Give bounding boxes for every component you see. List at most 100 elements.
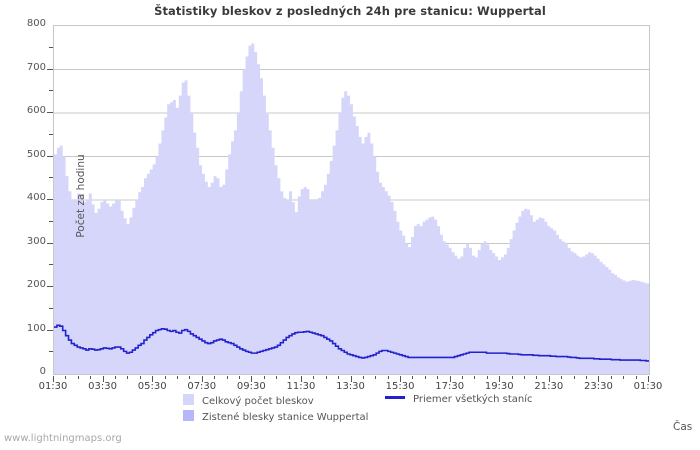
x-axis-minor-tick [114, 376, 116, 379]
x-axis-tick [400, 376, 402, 382]
x-axis-minor-tick [226, 376, 228, 379]
series-line-average [54, 324, 649, 362]
x-axis-tick-label: 23:30 [583, 381, 613, 392]
y-axis-minor-tick [49, 133, 53, 135]
x-axis-minor-tick [635, 376, 637, 379]
legend-label: Zistené blesky stanice Wuppertal [202, 412, 369, 423]
x-axis-tick [53, 376, 54, 382]
legend-item[interactable]: Zistené blesky stanice Wuppertal [183, 410, 368, 423]
x-axis-tick-label: 01:30 [633, 381, 663, 392]
legend-item[interactable]: Priemer všetkých staníc [385, 394, 533, 405]
x-axis-minor-tick [511, 376, 513, 379]
x-axis-tick [102, 376, 104, 382]
y-axis-tick [47, 286, 53, 287]
legend-label: Priemer všetkých staníc [413, 394, 533, 405]
x-axis-tick [499, 376, 501, 382]
x-axis-tick [201, 376, 203, 382]
x-axis-minor-tick [313, 376, 315, 379]
y-axis-tick-label: 500 [26, 148, 46, 160]
x-axis-title: Čas [673, 421, 693, 433]
x-axis-tick-label: 17:30 [435, 381, 465, 392]
x-axis-minor-tick [536, 376, 538, 379]
legend-item[interactable]: Celkový počet bleskov [183, 394, 314, 407]
x-axis-tick-label: 21:30 [534, 381, 564, 392]
y-axis-tick-label: 300 [26, 235, 46, 247]
x-axis-minor-tick [139, 376, 141, 379]
y-axis-tick-label: 0 [39, 366, 46, 377]
x-axis-tick [350, 376, 352, 382]
x-axis-tick-label: 09:30 [236, 381, 266, 392]
x-axis-minor-tick [412, 376, 414, 379]
x-axis-tick-label: 11:30 [286, 381, 316, 392]
x-axis-minor-tick [437, 376, 439, 379]
legend-label: Celkový počet bleskov [202, 396, 314, 407]
x-axis-minor-tick [362, 376, 364, 379]
y-axis-tick-label: 200 [26, 279, 46, 290]
y-axis-tick-label: 400 [26, 192, 46, 203]
x-axis-minor-tick [263, 376, 265, 379]
x-axis-minor-tick [65, 376, 67, 379]
legend-color-swatch [183, 410, 194, 421]
x-axis-tick [300, 376, 302, 382]
x-axis-tick-label: 05:30 [137, 381, 167, 392]
x-axis-tick [598, 376, 600, 382]
x-axis-minor-tick [486, 376, 488, 379]
x-axis-tick [251, 376, 253, 382]
x-axis-minor-tick [561, 376, 563, 379]
x-axis-minor-tick [164, 376, 166, 379]
x-axis-tick-label: 19:30 [484, 381, 514, 392]
y-axis-minor-tick [49, 264, 53, 266]
x-axis-minor-tick [325, 376, 327, 379]
x-axis-minor-tick [462, 376, 464, 379]
x-axis-minor-tick [524, 376, 526, 379]
chart-svg [54, 43, 649, 374]
x-axis-tick [449, 376, 451, 382]
x-axis-minor-tick [375, 376, 377, 379]
series-area-total [54, 43, 649, 374]
plot-area [53, 25, 650, 375]
legend-line-marker [385, 396, 405, 399]
x-axis-tick-label: 13:30 [336, 381, 365, 392]
y-axis-minor-tick [49, 307, 53, 309]
x-axis-minor-tick [387, 376, 389, 379]
x-axis-minor-tick [276, 376, 278, 379]
y-axis-tick [47, 155, 53, 157]
x-axis-minor-tick [338, 376, 340, 379]
y-axis-minor-tick [49, 220, 53, 222]
x-axis-tick [548, 376, 550, 382]
x-axis-minor-tick [610, 376, 612, 379]
watermark: www.lightningmaps.org [4, 433, 122, 444]
x-axis-minor-tick [127, 376, 129, 379]
page-title: Štatistiky bleskov z posledných 24h pre … [154, 4, 546, 18]
x-axis-minor-tick [90, 376, 92, 379]
x-axis-minor-tick [189, 376, 191, 379]
y-axis-minor-tick [49, 177, 53, 179]
x-axis-tick-label: 07:30 [187, 381, 217, 392]
legend: Celkový počet bleskov Zistené blesky stan… [0, 392, 700, 428]
x-axis-minor-tick [288, 376, 290, 379]
x-axis-minor-tick [176, 376, 178, 379]
x-axis-minor-tick [214, 376, 216, 379]
y-axis-tick [47, 199, 53, 200]
plot-container: Počet za hodinu Čas [53, 25, 692, 433]
y-axis-tick-label: 100 [26, 322, 46, 334]
x-axis-minor-tick [424, 376, 426, 379]
y-axis-tick [47, 242, 53, 244]
x-axis-tick-label: 15:30 [385, 381, 415, 392]
y-axis-tick [47, 329, 53, 331]
x-axis-minor-tick [623, 376, 625, 379]
x-axis-minor-tick [474, 376, 476, 379]
y-axis-tick-label: 800 [26, 18, 46, 29]
x-axis-minor-tick [586, 376, 588, 379]
y-axis-minor-tick [49, 351, 53, 353]
x-axis-tick-label: 03:30 [88, 381, 117, 392]
x-axis-tick [648, 376, 649, 382]
x-axis-tick [152, 376, 154, 382]
y-axis-title: Počet za hodinu [75, 154, 87, 238]
x-axis-tick-label: 01:30 [38, 381, 68, 392]
x-axis-minor-tick [238, 376, 240, 379]
y-axis-tick-label: 700 [26, 61, 46, 73]
y-axis-tick-label: 600 [26, 105, 46, 116]
legend-color-swatch [183, 394, 194, 405]
